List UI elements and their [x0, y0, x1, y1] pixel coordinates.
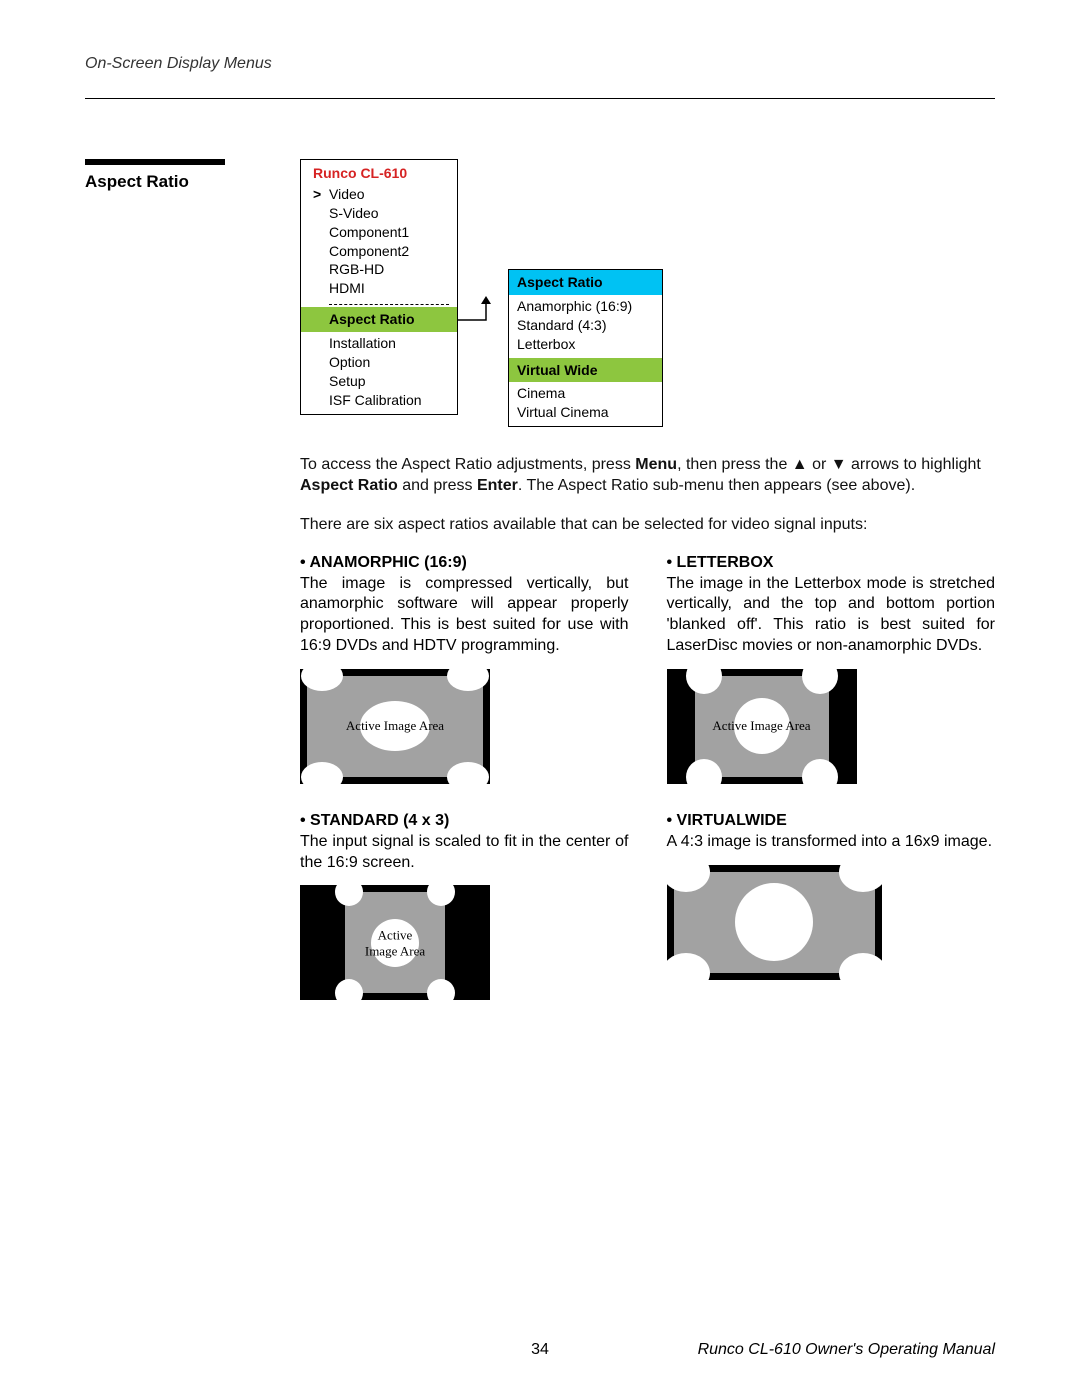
anamorphic-diagram: Active Image Area [300, 669, 490, 784]
sub-menu-bottom-items: Cinema Virtual Cinema [509, 382, 662, 426]
ratio-standard: • STANDARD (4 x 3) The input signal is s… [300, 812, 629, 1001]
text: , then press the ▲ or ▼ arrows to highli… [677, 456, 981, 473]
ratio-desc: The image in the Letterbox mode is stret… [667, 574, 996, 657]
page-footer: 34 Runco CL-610 Owner's Operating Manual [85, 1341, 995, 1359]
letterbox-diagram: Active Image Area [667, 669, 857, 784]
menu-item: Letterbox [517, 335, 654, 354]
ratio-grid: • ANAMORPHIC (16:9) The image is compres… [300, 554, 995, 1001]
connector-arrow-icon [456, 294, 512, 334]
text: . The Aspect Ratio sub-menu then appears… [518, 477, 915, 494]
section-title: Aspect Ratio [85, 159, 225, 192]
text: Active [378, 927, 413, 942]
menu-item: ISF Calibration [329, 391, 449, 410]
main-menu-highlight: Aspect Ratio [301, 307, 457, 332]
menu-item: Installation [329, 334, 449, 353]
sub-menu-title: Aspect Ratio [509, 270, 662, 295]
text: Image Area [365, 943, 425, 958]
text: To access the Aspect Ratio adjustments, … [300, 456, 635, 473]
virtualwide-diagram [667, 865, 882, 980]
main-row: Aspect Ratio Runco CL-610 >Video S-Video… [85, 159, 995, 1000]
menu-item: Component2 [329, 242, 409, 261]
menu-item: S-Video [329, 204, 379, 223]
menu-item: RGB-HD [329, 260, 384, 279]
menu-item: Component1 [329, 223, 409, 242]
active-area: Active Image Area [307, 676, 483, 777]
text: and press [398, 477, 477, 494]
menu-item: HDMI [329, 279, 365, 298]
menu-item: Standard (4:3) [517, 316, 654, 335]
menu-item: Virtual Cinema [517, 403, 654, 422]
ratio-title: • STANDARD (4 x 3) [300, 812, 629, 830]
body-text: To access the Aspect Ratio adjustments, … [300, 455, 995, 535]
menu-diagram: Runco CL-610 >Video S-Video Component1 C… [300, 159, 995, 427]
ratio-desc: The input signal is scaled to fit in the… [300, 832, 629, 874]
menu-item: Setup [329, 372, 449, 391]
standard-diagram: Active Image Area [300, 885, 490, 1000]
ratio-letterbox: • LETTERBOX The image in the Letterbox m… [667, 554, 996, 784]
ratio-desc: A 4:3 image is transformed into a 16x9 i… [667, 832, 996, 853]
menu-item: Option [329, 353, 449, 372]
manual-title: Runco CL-610 Owner's Operating Manual [698, 1341, 995, 1359]
ratio-title: • LETTERBOX [667, 554, 996, 572]
ratio-virtualwide: • VIRTUALWIDE A 4:3 image is transformed… [667, 812, 996, 1001]
menu-item: Cinema [517, 384, 654, 403]
ratio-title: • ANAMORPHIC (16:9) [300, 554, 629, 572]
page-number: 34 [531, 1341, 549, 1359]
main-menu-box: Runco CL-610 >Video S-Video Component1 C… [300, 159, 458, 415]
active-area [674, 872, 875, 973]
diagram-label: Active Image Area [355, 927, 435, 958]
text-bold: Menu [635, 456, 677, 473]
ratio-anamorphic: • ANAMORPHIC (16:9) The image is compres… [300, 554, 629, 784]
menu-separator [329, 304, 449, 305]
sub-menu-top-items: Anamorphic (16:9) Standard (4:3) Letterb… [509, 295, 662, 358]
main-menu-title: Runco CL-610 [301, 160, 457, 185]
active-area: Active Image Area [695, 676, 829, 777]
page: On-Screen Display Menus Aspect Ratio Run… [0, 0, 1080, 1397]
sub-menu-box: Aspect Ratio Anamorphic (16:9) Standard … [508, 269, 663, 427]
menu-caret-icon: > [313, 185, 329, 204]
main-menu-top-items: >Video S-Video Component1 Component2 RGB… [301, 185, 457, 302]
paragraph-2: There are six aspect ratios available th… [300, 515, 995, 536]
page-header: On-Screen Display Menus [85, 55, 995, 99]
text-bold: Aspect Ratio [300, 477, 398, 494]
ratio-title: • VIRTUALWIDE [667, 812, 996, 830]
sub-menu-highlight: Virtual Wide [509, 358, 662, 383]
diagram-label: Active Image Area [702, 719, 822, 735]
menu-item: Video [329, 185, 365, 204]
right-column: Runco CL-610 >Video S-Video Component1 C… [300, 159, 995, 1000]
active-area: Active Image Area [345, 892, 445, 993]
text-bold: Enter [477, 477, 518, 494]
paragraph-1: To access the Aspect Ratio adjustments, … [300, 455, 995, 497]
ratio-desc: The image is compressed vertically, but … [300, 574, 629, 657]
left-column: Aspect Ratio [85, 159, 300, 1000]
menu-item: Anamorphic (16:9) [517, 297, 654, 316]
diagram-label: Active Image Area [335, 719, 455, 735]
main-menu-bottom-items: Installation Option Setup ISF Calibratio… [301, 332, 457, 414]
